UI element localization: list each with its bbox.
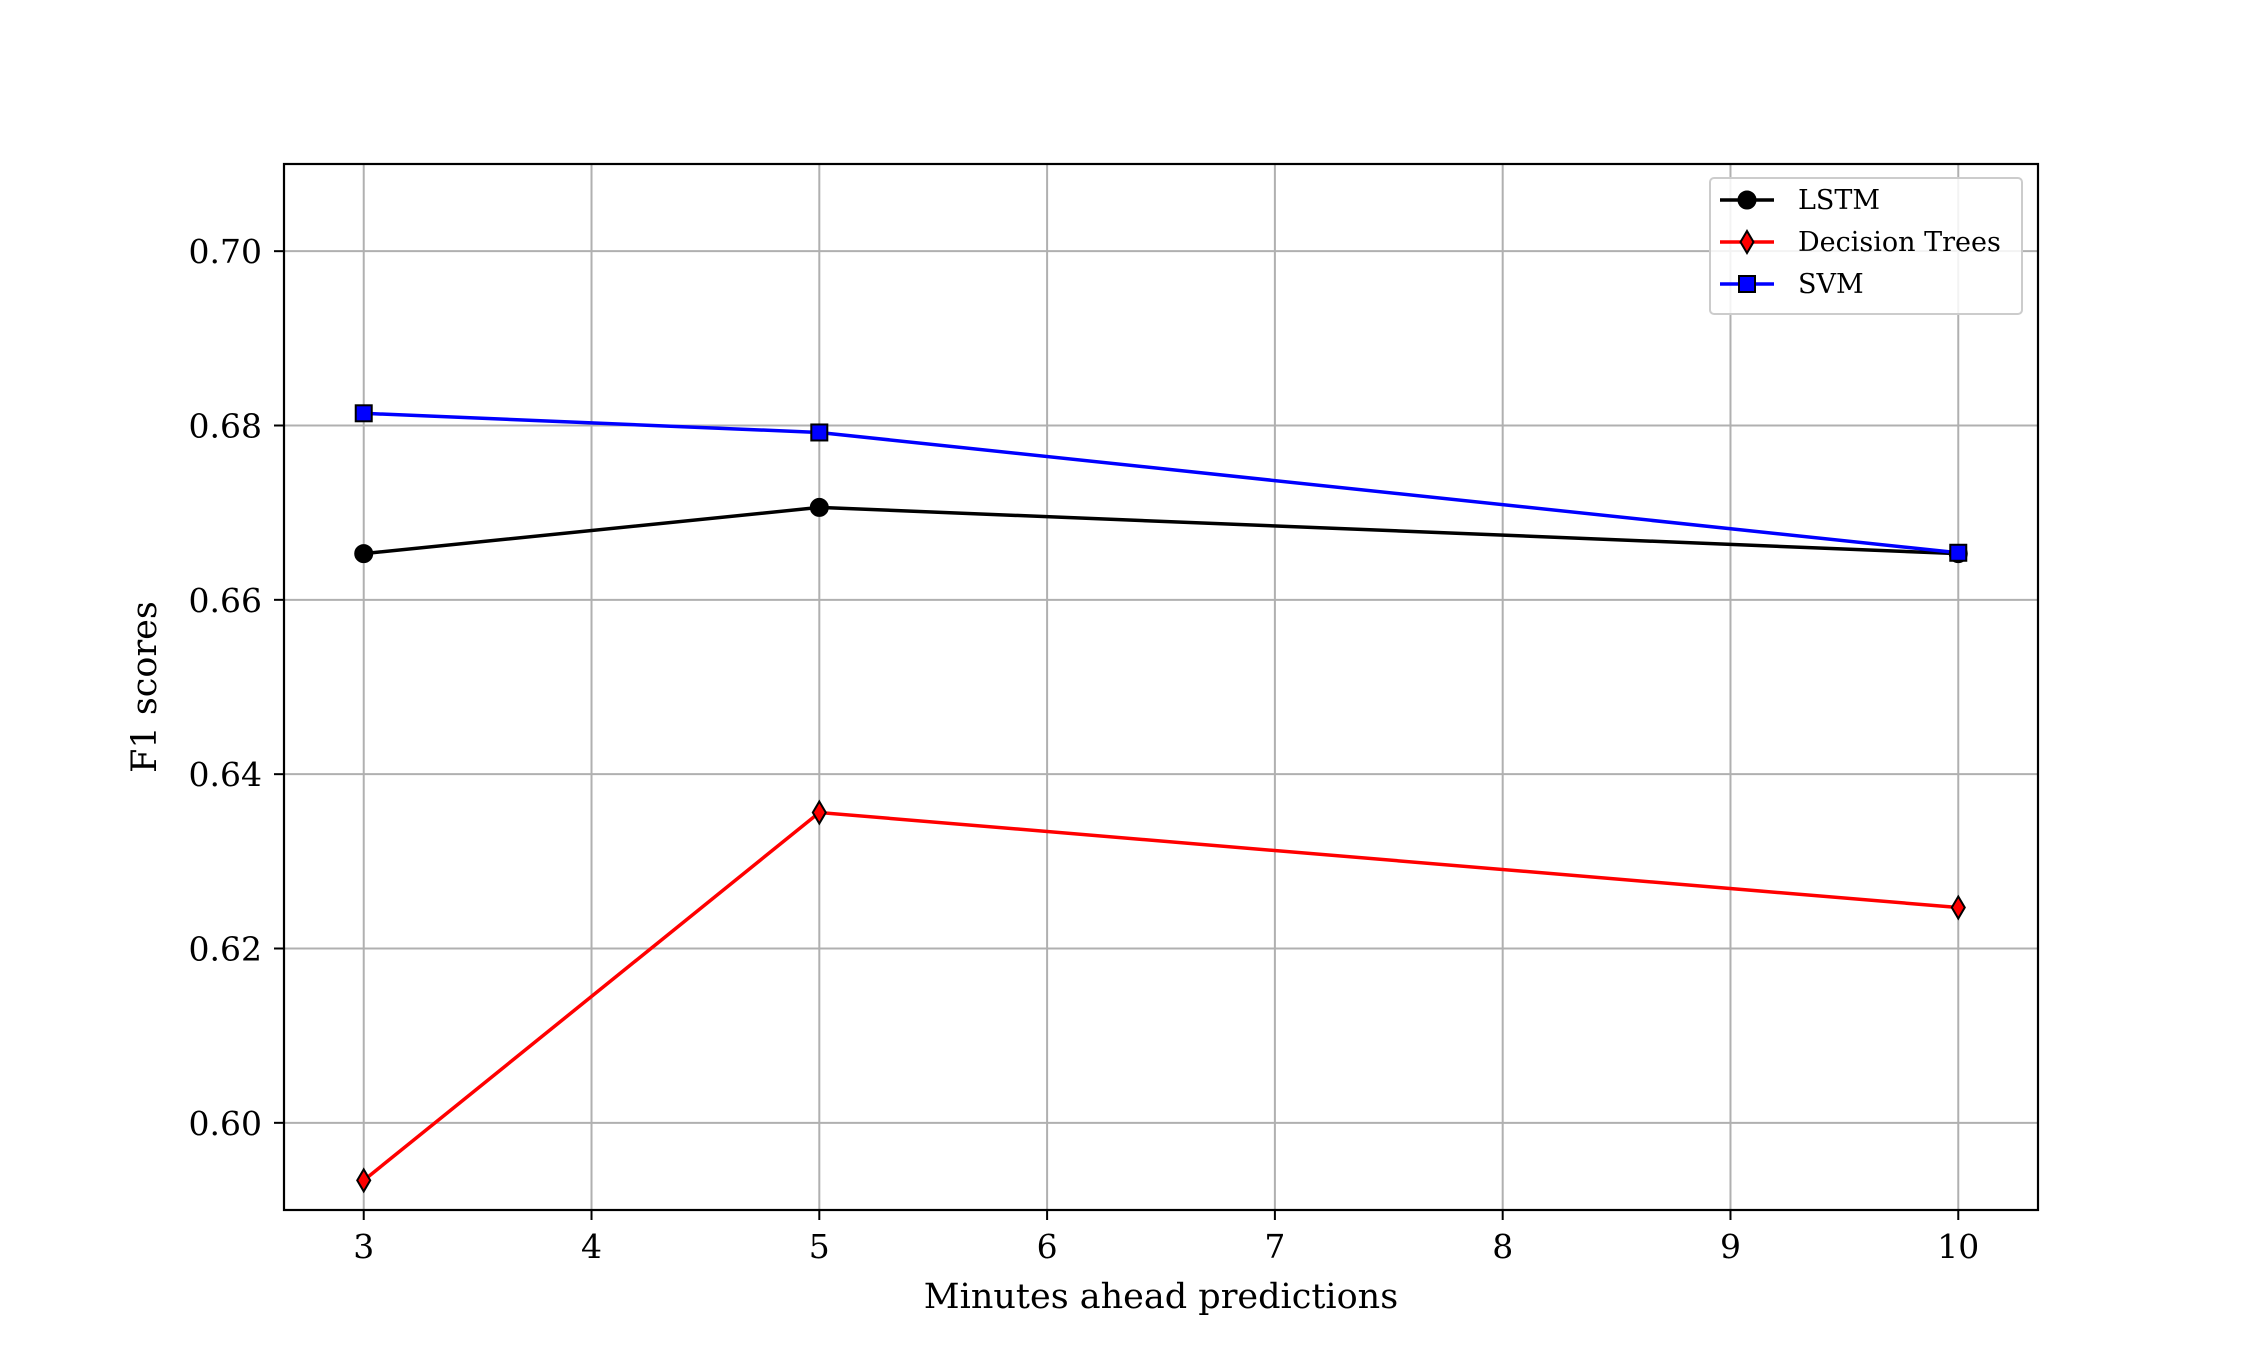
- legend-marker-svm: [1738, 275, 1756, 293]
- x-tick-label: 4: [581, 1227, 602, 1266]
- x-tick-label: 3: [353, 1227, 374, 1266]
- legend-label-decision-trees: Decision Trees: [1798, 227, 2001, 258]
- x-tick-label: 9: [1720, 1227, 1741, 1266]
- data-point-lstm: [809, 497, 829, 517]
- data-point-decision-trees: [356, 1167, 372, 1194]
- legend: LSTM Decision Trees SVM: [1709, 177, 2023, 315]
- data-point-lstm: [354, 544, 374, 564]
- legend-box: [1709, 177, 2023, 315]
- y-tick-label: 0.68: [189, 407, 262, 446]
- axis-ticks: [274, 250, 1960, 1220]
- legend-marker-lstm: [1737, 190, 1757, 210]
- x-tick-label: 8: [1492, 1227, 1513, 1266]
- y-tick-label: 0.70: [189, 232, 262, 271]
- x-tick-label: 7: [1264, 1227, 1285, 1266]
- y-tick-label: 0.60: [189, 1104, 262, 1143]
- tick-labels: 3 4 5 6 7 8 9 10 0.60 0.62 0.64 0.66 0.68 0.70: [189, 232, 1980, 1266]
- x-axis-label: Minutes ahead predictions: [924, 1277, 1398, 1317]
- x-tick-label: 5: [809, 1227, 830, 1266]
- legend-label-lstm: LSTM: [1798, 185, 1880, 216]
- legend-marker-decision-trees: [1739, 229, 1755, 255]
- y-axis-label: F1 scores: [125, 601, 165, 773]
- data-point-svm: [810, 423, 829, 442]
- data-point-decision-trees: [1950, 894, 1966, 921]
- plot-frame: [282, 162, 2040, 1212]
- x-tick-label: 6: [1037, 1227, 1058, 1266]
- y-tick-label: 0.66: [189, 581, 262, 620]
- legend-label-svm: SVM: [1798, 269, 1864, 300]
- x-tick-label: 10: [1937, 1227, 1979, 1266]
- y-tick-label: 0.62: [189, 930, 262, 969]
- data-point-svm: [1949, 543, 1968, 562]
- data-point-decision-trees: [811, 799, 827, 826]
- grid-lines: [284, 164, 2038, 1210]
- data-point-svm: [354, 404, 373, 423]
- y-tick-label: 0.64: [189, 755, 262, 794]
- series-markers: [354, 404, 1968, 1194]
